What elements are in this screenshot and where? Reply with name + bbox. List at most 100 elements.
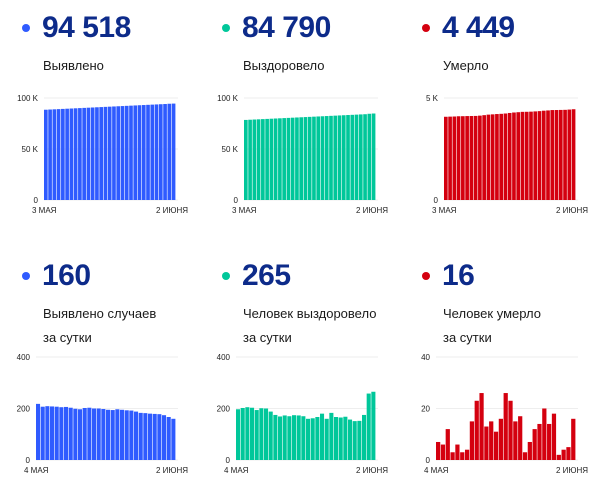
bar (522, 452, 528, 460)
bar (358, 114, 363, 200)
stat-label-line: за сутки (43, 330, 92, 345)
bar (166, 417, 171, 460)
bar (154, 104, 159, 200)
bar (461, 116, 465, 200)
bar (150, 104, 155, 200)
bar (489, 421, 494, 461)
bar (299, 117, 304, 200)
bar (450, 452, 455, 460)
bar (120, 106, 125, 200)
bar (561, 449, 566, 460)
bar (542, 408, 547, 460)
bar (295, 117, 299, 200)
bar (236, 409, 241, 460)
stat-label-line: за сутки (243, 330, 292, 345)
bar (167, 103, 172, 200)
bar (290, 117, 295, 200)
bar (48, 109, 52, 200)
bar (343, 416, 348, 460)
bar (252, 119, 257, 200)
bar (56, 109, 61, 200)
x-start-label: 4 МАЯ (224, 466, 249, 475)
bar (106, 409, 111, 460)
bar (133, 105, 138, 200)
bar (503, 393, 508, 460)
bar (367, 113, 372, 200)
bar (73, 408, 78, 460)
stat-value: 4 449 (442, 11, 515, 44)
bar (107, 106, 112, 200)
y-tick-label: 0 (226, 456, 231, 465)
bar (554, 110, 559, 200)
bar (78, 108, 82, 200)
bar (69, 108, 74, 200)
stat-row: 94 518 (22, 10, 131, 46)
stat-value: 94 518 (42, 11, 131, 44)
bar (440, 444, 446, 460)
bar (148, 413, 153, 460)
x-start-label: 4 МАЯ (424, 466, 449, 475)
chart-deaths-daily: 0 20 40 4 МАЯ 2 ИЮНЯ (421, 353, 588, 475)
stat-value: 16 (442, 259, 475, 292)
x-start-label: 3 МАЯ (232, 206, 257, 215)
bar (248, 119, 252, 200)
y-tick-label: 100 K (217, 94, 239, 103)
bar (334, 417, 339, 460)
bar (301, 416, 306, 460)
bar (482, 115, 486, 200)
stat-label-line: Человек умерло (443, 306, 541, 321)
bar (134, 411, 139, 460)
bar (324, 116, 329, 200)
bar (82, 407, 87, 460)
y-tick-label: 200 (17, 405, 31, 414)
bar (269, 118, 274, 200)
bar (254, 410, 259, 460)
panel-deaths-total: 4 449 Умерло (400, 0, 600, 245)
bar (282, 118, 286, 200)
bar (157, 414, 162, 460)
bar (537, 423, 542, 460)
bar (532, 429, 537, 460)
bar (371, 113, 376, 200)
bar (495, 114, 499, 200)
bar (310, 418, 315, 460)
legend-dot-icon (22, 272, 30, 280)
stat-row: 4 449 (422, 10, 515, 46)
bar (44, 109, 48, 200)
bar (68, 407, 73, 460)
bar (337, 115, 342, 200)
y-tick-label: 400 (217, 353, 231, 362)
panel-recovered-daily: 265 Человек выздоровело за сутки (200, 248, 400, 493)
bar (292, 415, 297, 460)
bar (547, 423, 552, 460)
x-start-label: 3 МАЯ (32, 206, 57, 215)
bar (474, 400, 479, 460)
bar (524, 111, 529, 200)
bar (138, 412, 143, 460)
y-tick-label: 40 (421, 353, 430, 362)
y-tick-label: 0 (426, 456, 431, 465)
y-tick-label: 0 (234, 196, 239, 205)
bar (96, 408, 101, 460)
bar (499, 113, 504, 200)
bar (448, 116, 452, 200)
bar (315, 417, 320, 460)
stat-row: 16 (422, 258, 475, 294)
x-end-label: 2 ИЮНЯ (556, 466, 588, 475)
bar (537, 111, 542, 200)
stat-label-line: Выявлено (43, 58, 104, 73)
bar (115, 409, 120, 460)
bar (268, 411, 273, 460)
bar (120, 409, 125, 460)
bar (261, 119, 265, 200)
bar (64, 406, 69, 460)
bar (464, 449, 470, 460)
bar (163, 104, 167, 200)
bar (36, 403, 41, 460)
bar (571, 109, 576, 200)
stat-label-line: Умерло (443, 58, 489, 73)
bar (245, 407, 250, 460)
bar (259, 408, 264, 460)
stat-label: Выздоровело (243, 54, 325, 78)
bar (567, 109, 572, 200)
